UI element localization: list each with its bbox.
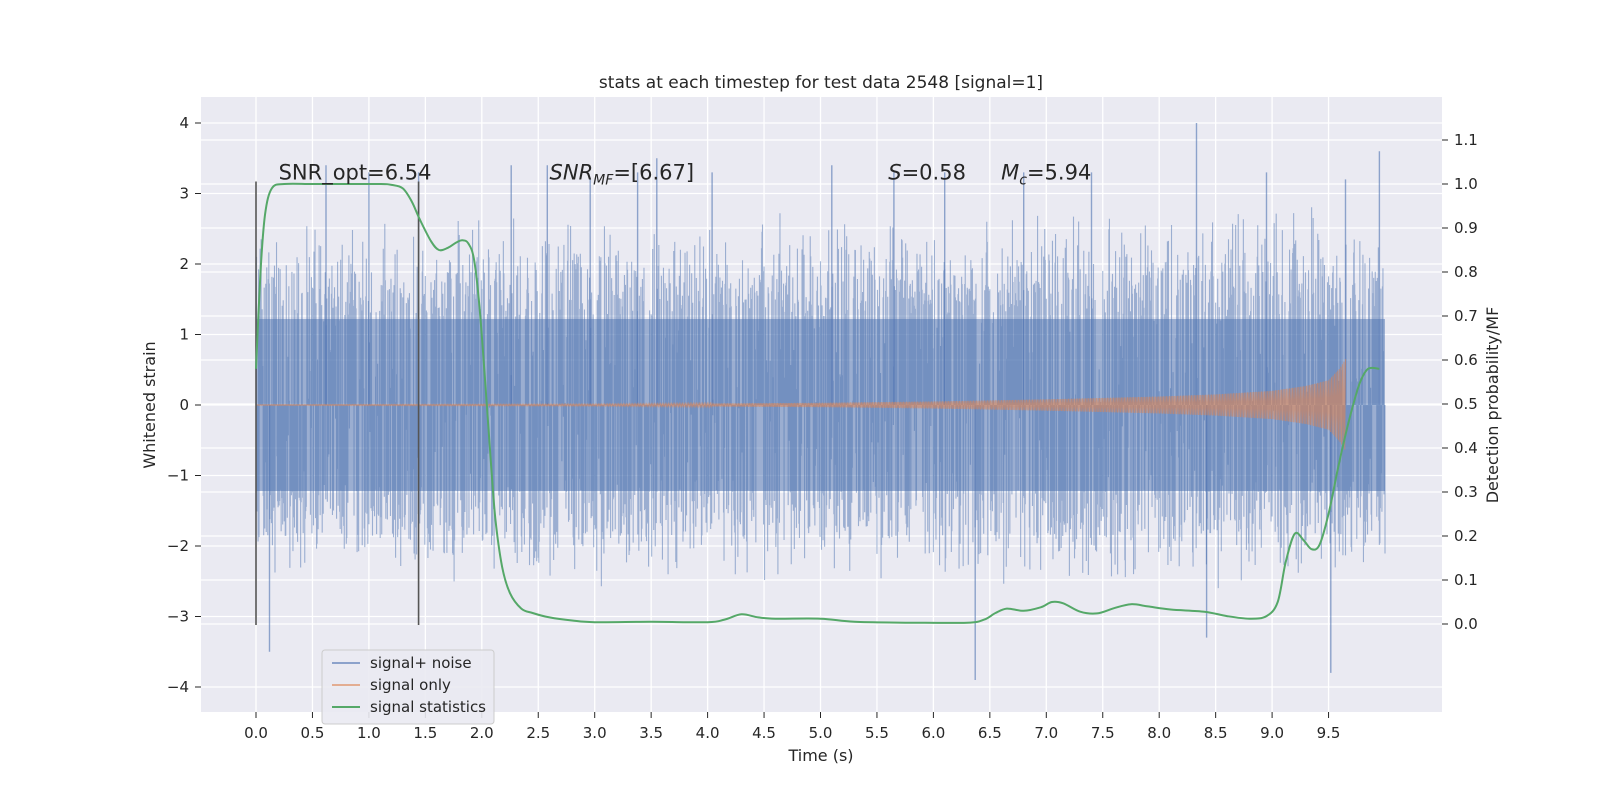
y2-tick-label: 0.1 [1454,571,1478,589]
x-tick-label: 1.5 [413,724,437,742]
x-tick-label: 5.5 [865,724,889,742]
signal-only-trace [255,359,1346,450]
x-tick-label: 4.5 [752,724,776,742]
signal-noise-peaks [268,123,1381,680]
legend-label: signal statistics [370,698,486,716]
legend-label: signal+ noise [370,654,472,672]
y-tick-label: 2 [179,255,189,273]
annotation-2: S=0.58 [888,160,966,184]
x-tick-label: 8.5 [1204,724,1228,742]
annotation-0: SNR_opt=6.54 [279,160,432,185]
y2-tick-label: 0.8 [1454,263,1478,281]
y2-tick-label: 0.2 [1454,527,1478,545]
y-tick-label: −4 [167,678,189,696]
y-tick-label: −3 [167,608,189,626]
legend-box [321,649,495,725]
axes: 0.0 0.5 1.0 1.5 2.0 2.5 3.0 3.5 4.0 4.5 5.0 5.5 6.0 6… [167,114,1478,742]
x-tick-label: 1.0 [357,724,381,742]
x-axis-title: Time (s) [787,746,853,765]
y2-tick-label: 0.5 [1454,395,1478,413]
x-tick-label: 9.5 [1317,724,1341,742]
annotations: SNR_opt=6.54 SNRMF=[6.67] S=0.58 Mc=5.94 [279,160,1092,188]
x-tick-label: 3.5 [639,724,663,742]
x-tick-label: 7.0 [1034,724,1058,742]
y2-tick-label: 0.0 [1454,615,1478,633]
x-tick-label: 0.5 [301,724,325,742]
x-tick-label: 4.0 [696,724,720,742]
y2-tick-label: 0.3 [1454,483,1478,501]
x-tick-label: 0.0 [244,724,268,742]
y-tick-label: 1 [179,326,189,344]
x-tick-label: 2.0 [470,724,494,742]
y-tick-label: 0 [179,396,189,414]
chart-title: stats at each timestep for test data 254… [599,73,1043,93]
x-tick-label: 8.0 [1147,724,1171,742]
y-tick-label: −2 [167,537,189,555]
y-tick-label: 3 [179,185,189,203]
x-tick-label: 9.0 [1260,724,1284,742]
y2-tick-label: 0.7 [1454,307,1478,325]
annotation-3: Mc=5.94 [1001,160,1091,188]
x-tick-label: 3.0 [583,724,607,742]
y2-tick-label: 1.1 [1454,131,1478,149]
y-tick-label: −1 [167,467,189,485]
y-tick-label: 4 [179,114,189,132]
y-axis-title: Whitened strain [140,341,159,468]
signal-statistics-line [255,182,1380,624]
series-signal-only [255,359,1346,450]
y2-tick-label: 0.6 [1454,351,1478,369]
annotation-1: SNRMF=[6.67] [550,160,695,188]
y2-tick-label: 0.9 [1454,219,1478,237]
x-tick-label: 6.5 [978,724,1002,742]
y2-tick-label: 0.4 [1454,439,1478,457]
data-layer [255,123,1386,680]
x-tick-label: 7.5 [1091,724,1115,742]
legend-label: signal only [370,676,451,694]
x-tick-label: 2.5 [526,724,550,742]
y2-axis-title: Detection probability/MF [1483,307,1502,504]
x-tick-label: 6.0 [921,724,945,742]
legend: signal+ noise signal only signal statistic… [321,649,495,725]
x-tick-label: 5.0 [809,724,833,742]
series-signal-statistics [255,182,1380,624]
y2-tick-label: 1.0 [1454,175,1478,193]
